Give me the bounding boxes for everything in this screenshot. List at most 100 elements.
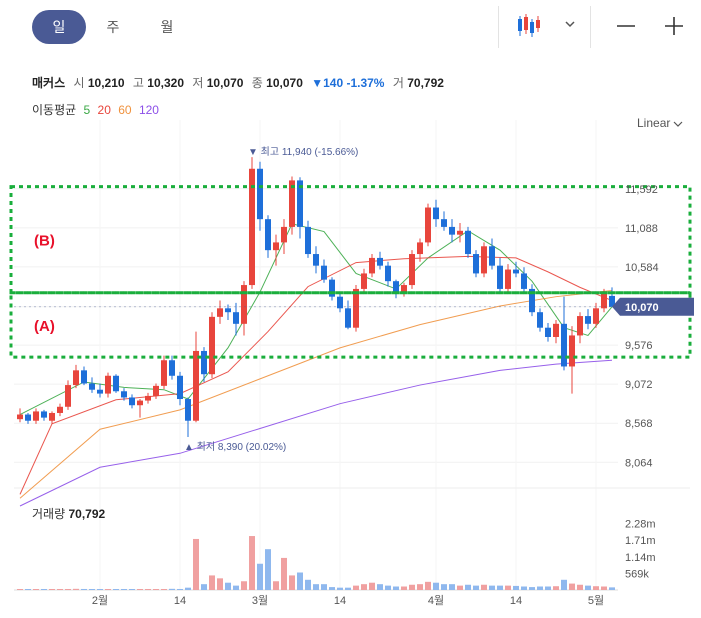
volume-bar: [81, 588, 87, 590]
current-price-tag: [612, 297, 694, 316]
volume-bar: [609, 587, 615, 590]
volume-bar: [145, 589, 151, 590]
scale-label: Linear: [637, 116, 671, 130]
volume-bar: [297, 572, 303, 590]
candle-body: [137, 400, 143, 406]
volume-bar: [401, 586, 407, 590]
candle-body: [49, 412, 55, 421]
volume-bar: [449, 584, 455, 590]
candle-body: [57, 406, 63, 413]
candle-body: [265, 219, 271, 251]
volume-bar: [481, 584, 487, 590]
volume-bar: [345, 587, 351, 590]
candle-body: [569, 335, 575, 367]
volume-bar: [185, 587, 191, 590]
volume-bar: [553, 586, 559, 590]
volume-bar: [65, 589, 71, 590]
chart-toolbar: 일 주 월: [0, 0, 701, 52]
volume-bar: [569, 583, 575, 590]
volume-bar: [273, 581, 279, 590]
chart-type-dropdown[interactable]: [560, 10, 580, 42]
volume-bar: [329, 587, 335, 590]
candle-body: [217, 308, 223, 317]
candle-body: [369, 257, 375, 274]
tab-week[interactable]: 주: [106, 19, 120, 35]
candle-body: [593, 308, 599, 324]
x-tick-label: 3월: [252, 594, 268, 607]
tab-day[interactable]: 일: [32, 10, 86, 44]
candle-body: [313, 254, 319, 266]
ma-legend-120[interactable]: 120: [138, 103, 159, 117]
ma20-line: [19, 255, 613, 495]
candle-body: [441, 219, 447, 227]
ma-legend-5[interactable]: 5: [83, 103, 91, 117]
scale-dropdown[interactable]: Linear: [637, 116, 683, 130]
volume-label: 거: [392, 76, 404, 90]
volume-bar: [321, 584, 327, 590]
volume-bar: [201, 584, 207, 590]
candle-body: [97, 389, 103, 394]
volume-bar: [169, 588, 175, 590]
candle-body: [513, 269, 519, 274]
axis-labels: 11,592 11,088 10,584 9,576 9,072 8,568 8,064 2월…: [14, 146, 694, 607]
volume-bar: [209, 575, 215, 590]
y-tick-label: 10,584: [625, 262, 659, 274]
candle-body: [185, 399, 191, 421]
volume-bar: [545, 586, 551, 590]
toolbar-divider: [590, 6, 591, 48]
annotation-a: (A): [34, 318, 55, 335]
volume-bar: [153, 589, 159, 590]
candle-body: [25, 414, 31, 421]
candle-body: [545, 327, 551, 337]
volume-tick-label: 1.14m: [625, 552, 656, 564]
zoom-in-button[interactable]: [660, 10, 688, 42]
volume-bar: [561, 579, 567, 590]
tab-month[interactable]: 월: [160, 19, 174, 35]
volume-panel-title: 거래량 70,792: [32, 505, 105, 522]
candle-body: [377, 257, 383, 266]
volume-bar: [409, 584, 415, 590]
grid-lines: [14, 120, 690, 591]
volume-bar: [233, 585, 239, 590]
volume-bar: [177, 588, 183, 590]
high-marker: ▼ 최고 11,940 (-15.66%): [248, 146, 358, 158]
candle-body: [65, 385, 71, 407]
volume-bar: [497, 585, 503, 590]
candle-body: [201, 350, 207, 375]
zoom-out-button[interactable]: [612, 10, 640, 42]
annotation-b: (B): [34, 233, 55, 250]
candle-body: [529, 288, 535, 313]
stock-name: 매커스: [32, 76, 66, 90]
x-tick-label: 14: [510, 595, 522, 607]
open-label: 시: [73, 76, 85, 90]
change-value: ▼140 -1.37%: [311, 76, 385, 90]
volume-bar: [217, 578, 223, 590]
ma60-line: [19, 289, 613, 499]
ma120-line: [19, 359, 613, 507]
candle-body: [449, 226, 455, 235]
candle-body: [129, 397, 135, 406]
chart-type-button[interactable]: [514, 10, 546, 42]
candles: [17, 157, 615, 438]
volume-bar: [537, 586, 543, 590]
volume-bar: [17, 589, 23, 590]
candle-body: [273, 242, 279, 251]
candle-body: [433, 207, 439, 220]
candle-body: [81, 370, 87, 384]
candle-body: [337, 296, 343, 309]
candle-body: [505, 269, 511, 289]
ma-legend-60[interactable]: 60: [118, 103, 132, 117]
volume-bar: [313, 584, 319, 590]
volume-bar: [433, 582, 439, 590]
ma-legend-20[interactable]: 20: [97, 103, 111, 117]
volume-bar: [337, 587, 343, 590]
volume-bar: [305, 579, 311, 590]
candle-body: [281, 226, 287, 243]
volume-bar: [49, 589, 55, 590]
candle-body: [585, 316, 591, 324]
volume-bar: [113, 589, 119, 590]
high-label: 고: [132, 76, 144, 90]
candle-body: [353, 288, 359, 328]
candle-body: [145, 395, 151, 401]
